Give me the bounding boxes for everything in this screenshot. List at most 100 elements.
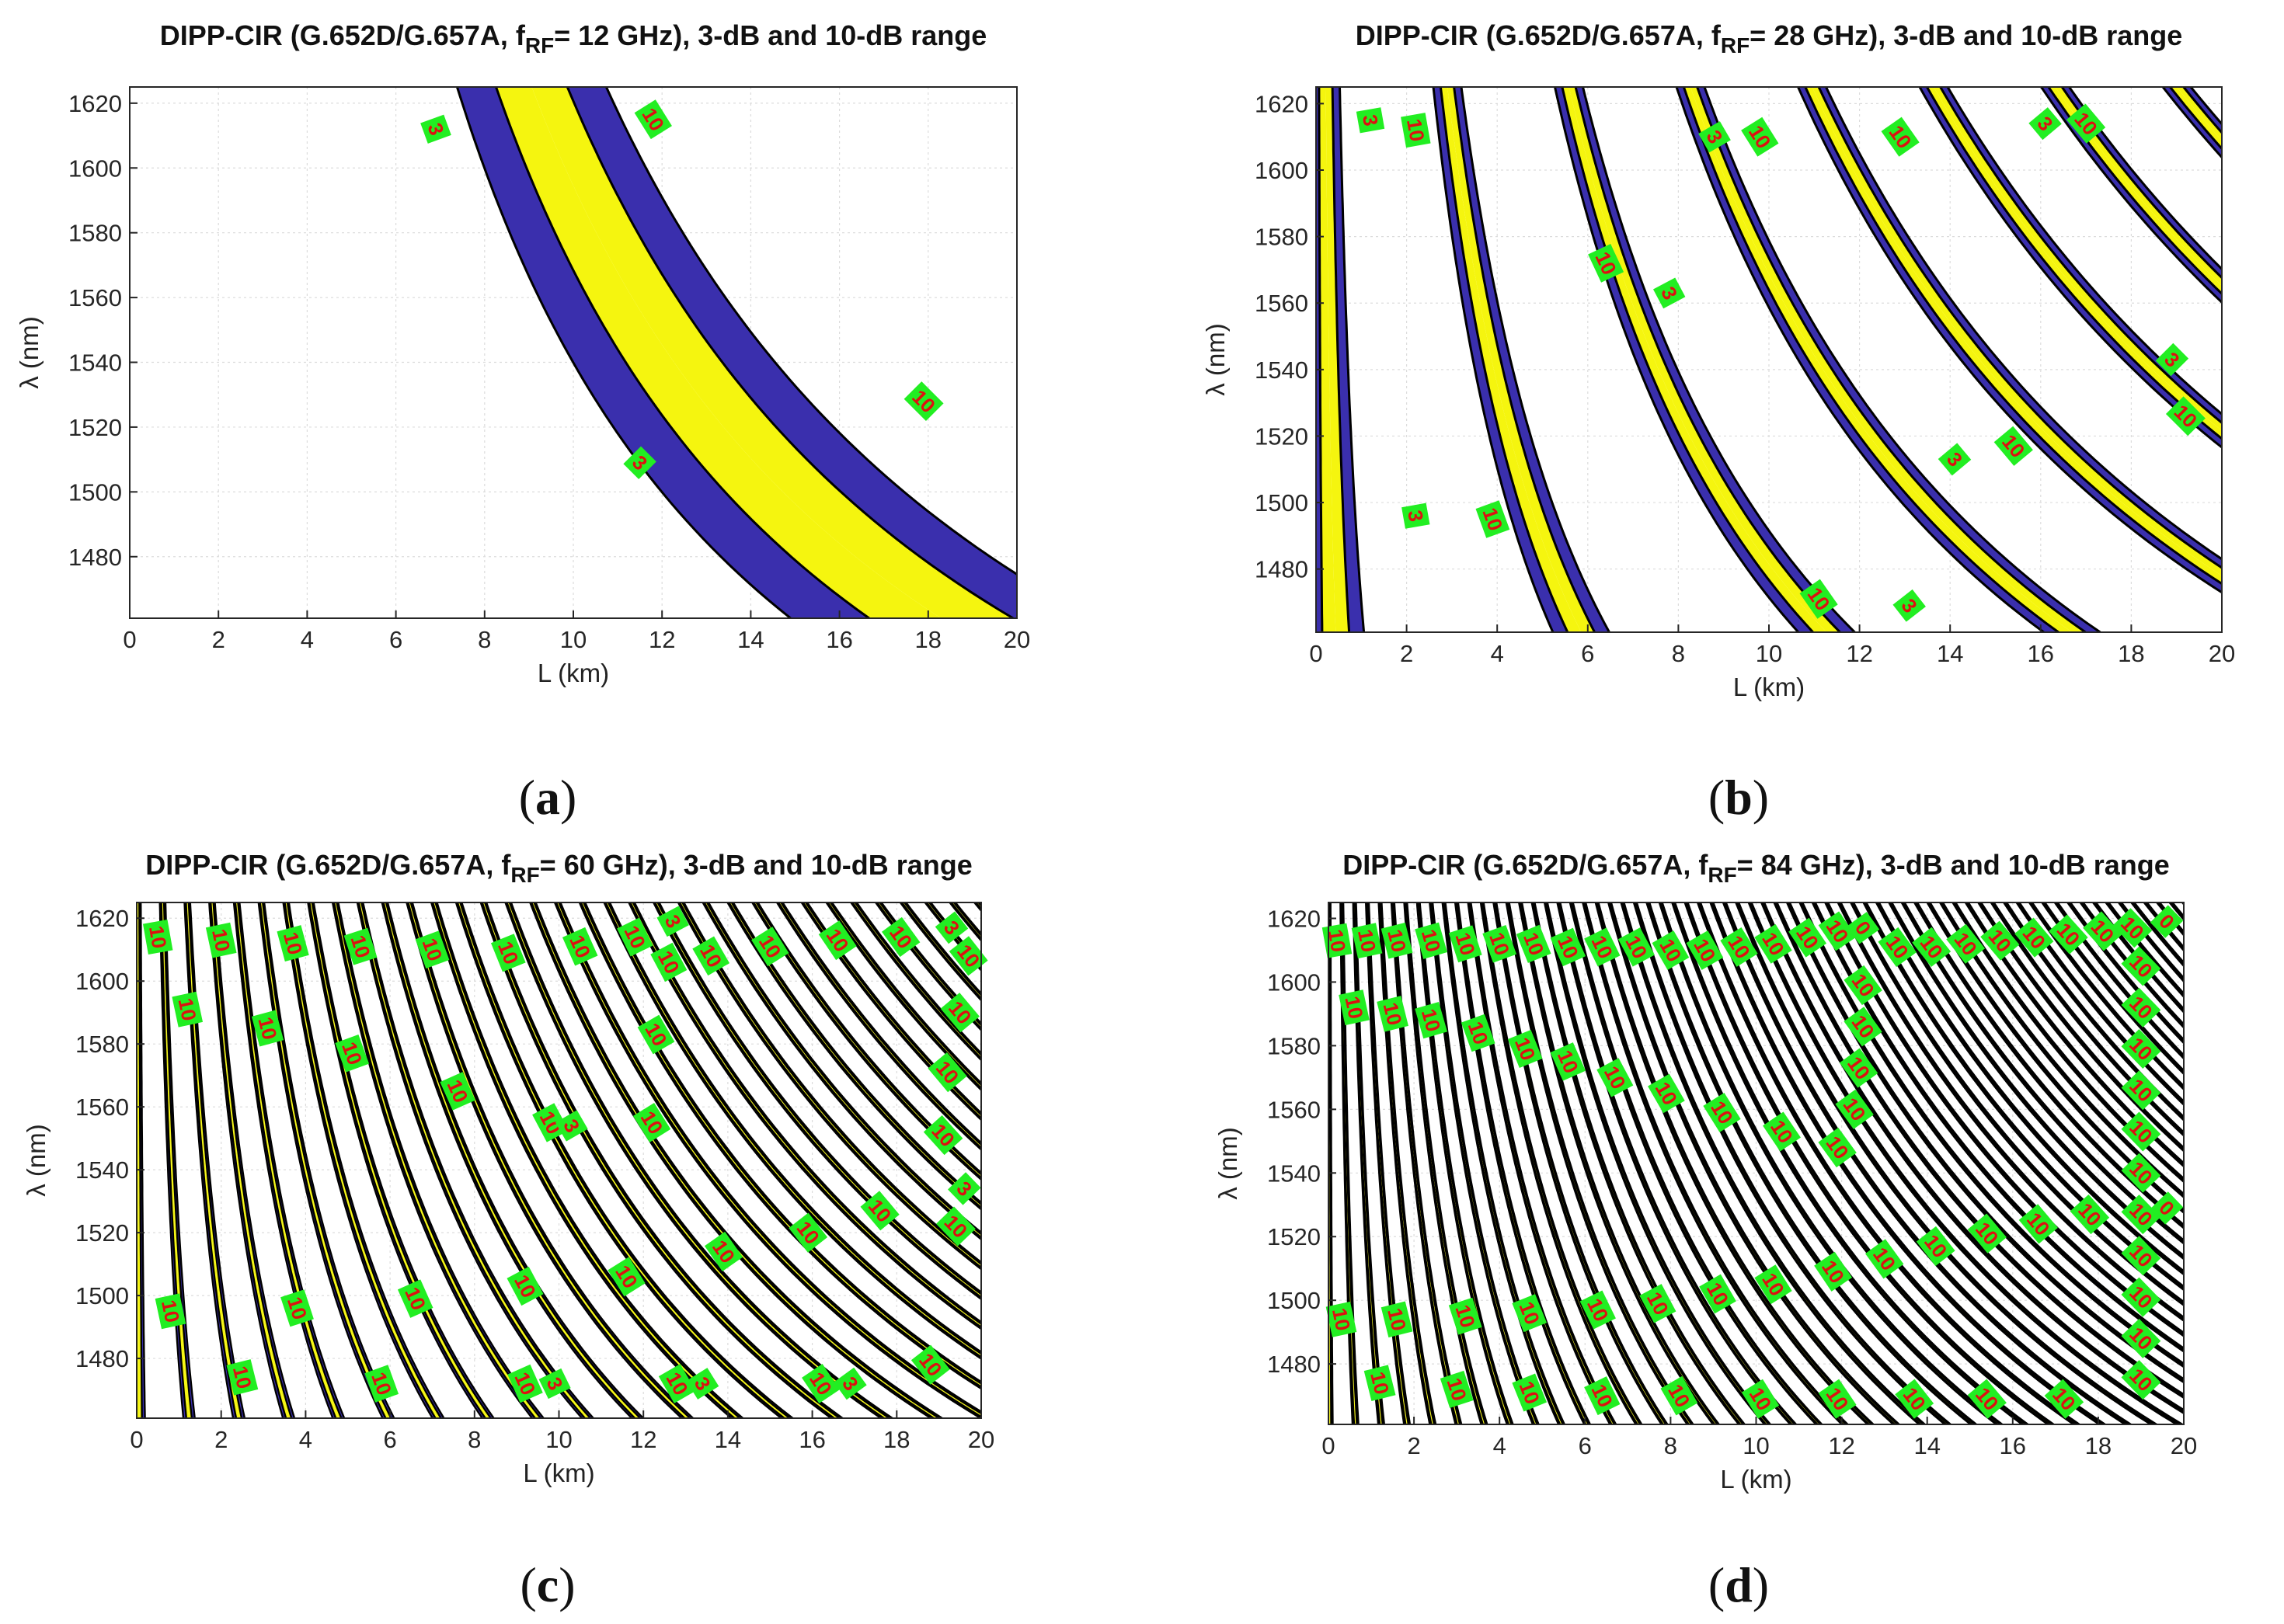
contour-label-box (1864, 1239, 1904, 1279)
contour-label: 10 (1321, 923, 1353, 958)
contour-line-10db (1774, 902, 2184, 1399)
contour-label-box (2121, 946, 2161, 986)
contour-line-3db (1699, 902, 2080, 1424)
contour-label: 10 (928, 1052, 967, 1093)
y-tick-label: 1620 (1255, 90, 1308, 117)
contour-label-box (1516, 924, 1551, 963)
contour-label-text: 10 (1340, 994, 1367, 1021)
contour-label: 0 (2150, 905, 2184, 938)
x-tick-label: 20 (1004, 626, 1030, 653)
contour-label-box (2121, 1318, 2161, 1358)
contour-line-3db (529, 902, 931, 1418)
x-tick-label: 14 (1937, 640, 1963, 667)
contour-label: 10 (940, 993, 980, 1033)
contour-label: 10 (617, 917, 653, 957)
contour-label-box (2044, 1379, 2084, 1419)
contour-label-box (1512, 1294, 1548, 1333)
contour-label-text: 10 (1379, 1000, 1407, 1028)
contour-line-3db (707, 902, 981, 1234)
contour-label: 10 (1377, 996, 1408, 1032)
contour-label: 10 (142, 920, 173, 955)
contour-label: 10 (2112, 908, 2153, 948)
contour-label-box (617, 917, 653, 957)
contour-line-10db (1493, 902, 1664, 1424)
contour-label-box (1892, 589, 1926, 622)
contour-line-10db (1990, 902, 2184, 1136)
contour-line-3db (158, 902, 185, 1418)
contour-label-box (1788, 917, 1827, 958)
contour-line-3db (1737, 902, 2157, 1424)
contour-band-3-to-10db (2210, 902, 2284, 1424)
contour-line-10db (1544, 902, 1767, 1424)
contour-label-box (2121, 1236, 2161, 1276)
contour-line-10db (681, 902, 981, 1266)
contour-line-10db (456, 902, 785, 1418)
panel-title: DIPP-CIR (G.652D/G.657A, fRF= 84 GHz), 3… (1342, 849, 2170, 887)
contour-label: 10 (1512, 1373, 1548, 1412)
contour-label-box (490, 934, 526, 972)
y-axis-label: λ (nm) (15, 316, 44, 389)
contour-label-box (637, 1014, 675, 1055)
y-tick-label: 1620 (1267, 905, 1321, 932)
contour-label-box (1617, 927, 1655, 967)
panel-title-suffix: = 60 GHz), 3-dB and 10-dB range (540, 849, 973, 881)
contour-line-10db (1378, 902, 1433, 1424)
x-tick-label: 0 (1321, 1432, 1335, 1459)
x-tick-label: 14 (715, 1426, 741, 1453)
contour-line-3db (1916, 902, 2184, 1226)
contour-label-box (1550, 927, 1586, 967)
contour-label: 3 (1356, 107, 1385, 134)
contour-line-10db (1672, 902, 2025, 1424)
contour-line-10db (1454, 902, 1587, 1424)
contour-label: 10 (904, 381, 944, 422)
contour-label-box (1741, 116, 1779, 157)
contour-line-3db (2223, 902, 2284, 1424)
contour-line-10db (2234, 902, 2284, 1424)
x-tick-label: 14 (737, 626, 764, 653)
contour-label-box (1448, 925, 1482, 963)
contour-fill-group (137, 902, 981, 1418)
contour-label-box (2150, 905, 2184, 938)
contour-label-box (1916, 1226, 1955, 1267)
contour-label-box (251, 1010, 284, 1047)
contour-line-3db (485, 902, 844, 1418)
contour-label-box (1895, 1379, 1934, 1419)
contour-label-box (2018, 1204, 2058, 1244)
contour-line-3db (2246, 902, 2284, 1424)
contour-line-10db (555, 902, 981, 1418)
contour-line-10db (1837, 902, 2184, 1321)
contour-line-3db (608, 902, 981, 1354)
contour-label-box (1339, 989, 1370, 1026)
contour-label-box (1325, 1301, 1357, 1337)
contour-line-3db (1457, 902, 1591, 1424)
contour-line-10db (1561, 87, 1814, 632)
contour-label-text: 10 (1324, 927, 1351, 954)
contour-label-box (608, 1257, 646, 1297)
contour-label: 10 (789, 1212, 828, 1253)
x-tick-label: 8 (1672, 640, 1685, 667)
ticks: 0 2 4 6 8 10 12 14 16 18 20 1480 1500 1520 1540 1560 158… (75, 905, 994, 1453)
contour-line-10db (802, 902, 981, 1120)
contour-line-3db (732, 902, 981, 1204)
contour-line-10db (2236, 902, 2284, 1424)
contour-line-3db (140, 902, 146, 1418)
contour-line-10db (1965, 902, 2184, 1167)
x-tick-label: 12 (649, 626, 675, 653)
contour-label-box (2014, 917, 2054, 958)
contour-label-box (1818, 911, 1857, 951)
contour-line-3db (1675, 87, 2045, 632)
contour-label-box (1363, 1365, 1396, 1401)
contour-line-10db (2183, 902, 2184, 903)
contour-label-box (1835, 1089, 1874, 1129)
contour-line-3db (232, 902, 334, 1418)
contour-label-box (935, 1206, 976, 1247)
contour-line-3db (208, 902, 284, 1418)
contour-line-3db (1597, 902, 1875, 1424)
contour-label-box (2165, 396, 2206, 436)
contour-band-3-to-10db (1332, 87, 1364, 632)
contour-line-10db (1468, 902, 1613, 1424)
contour-line-10db (1697, 902, 2076, 1424)
